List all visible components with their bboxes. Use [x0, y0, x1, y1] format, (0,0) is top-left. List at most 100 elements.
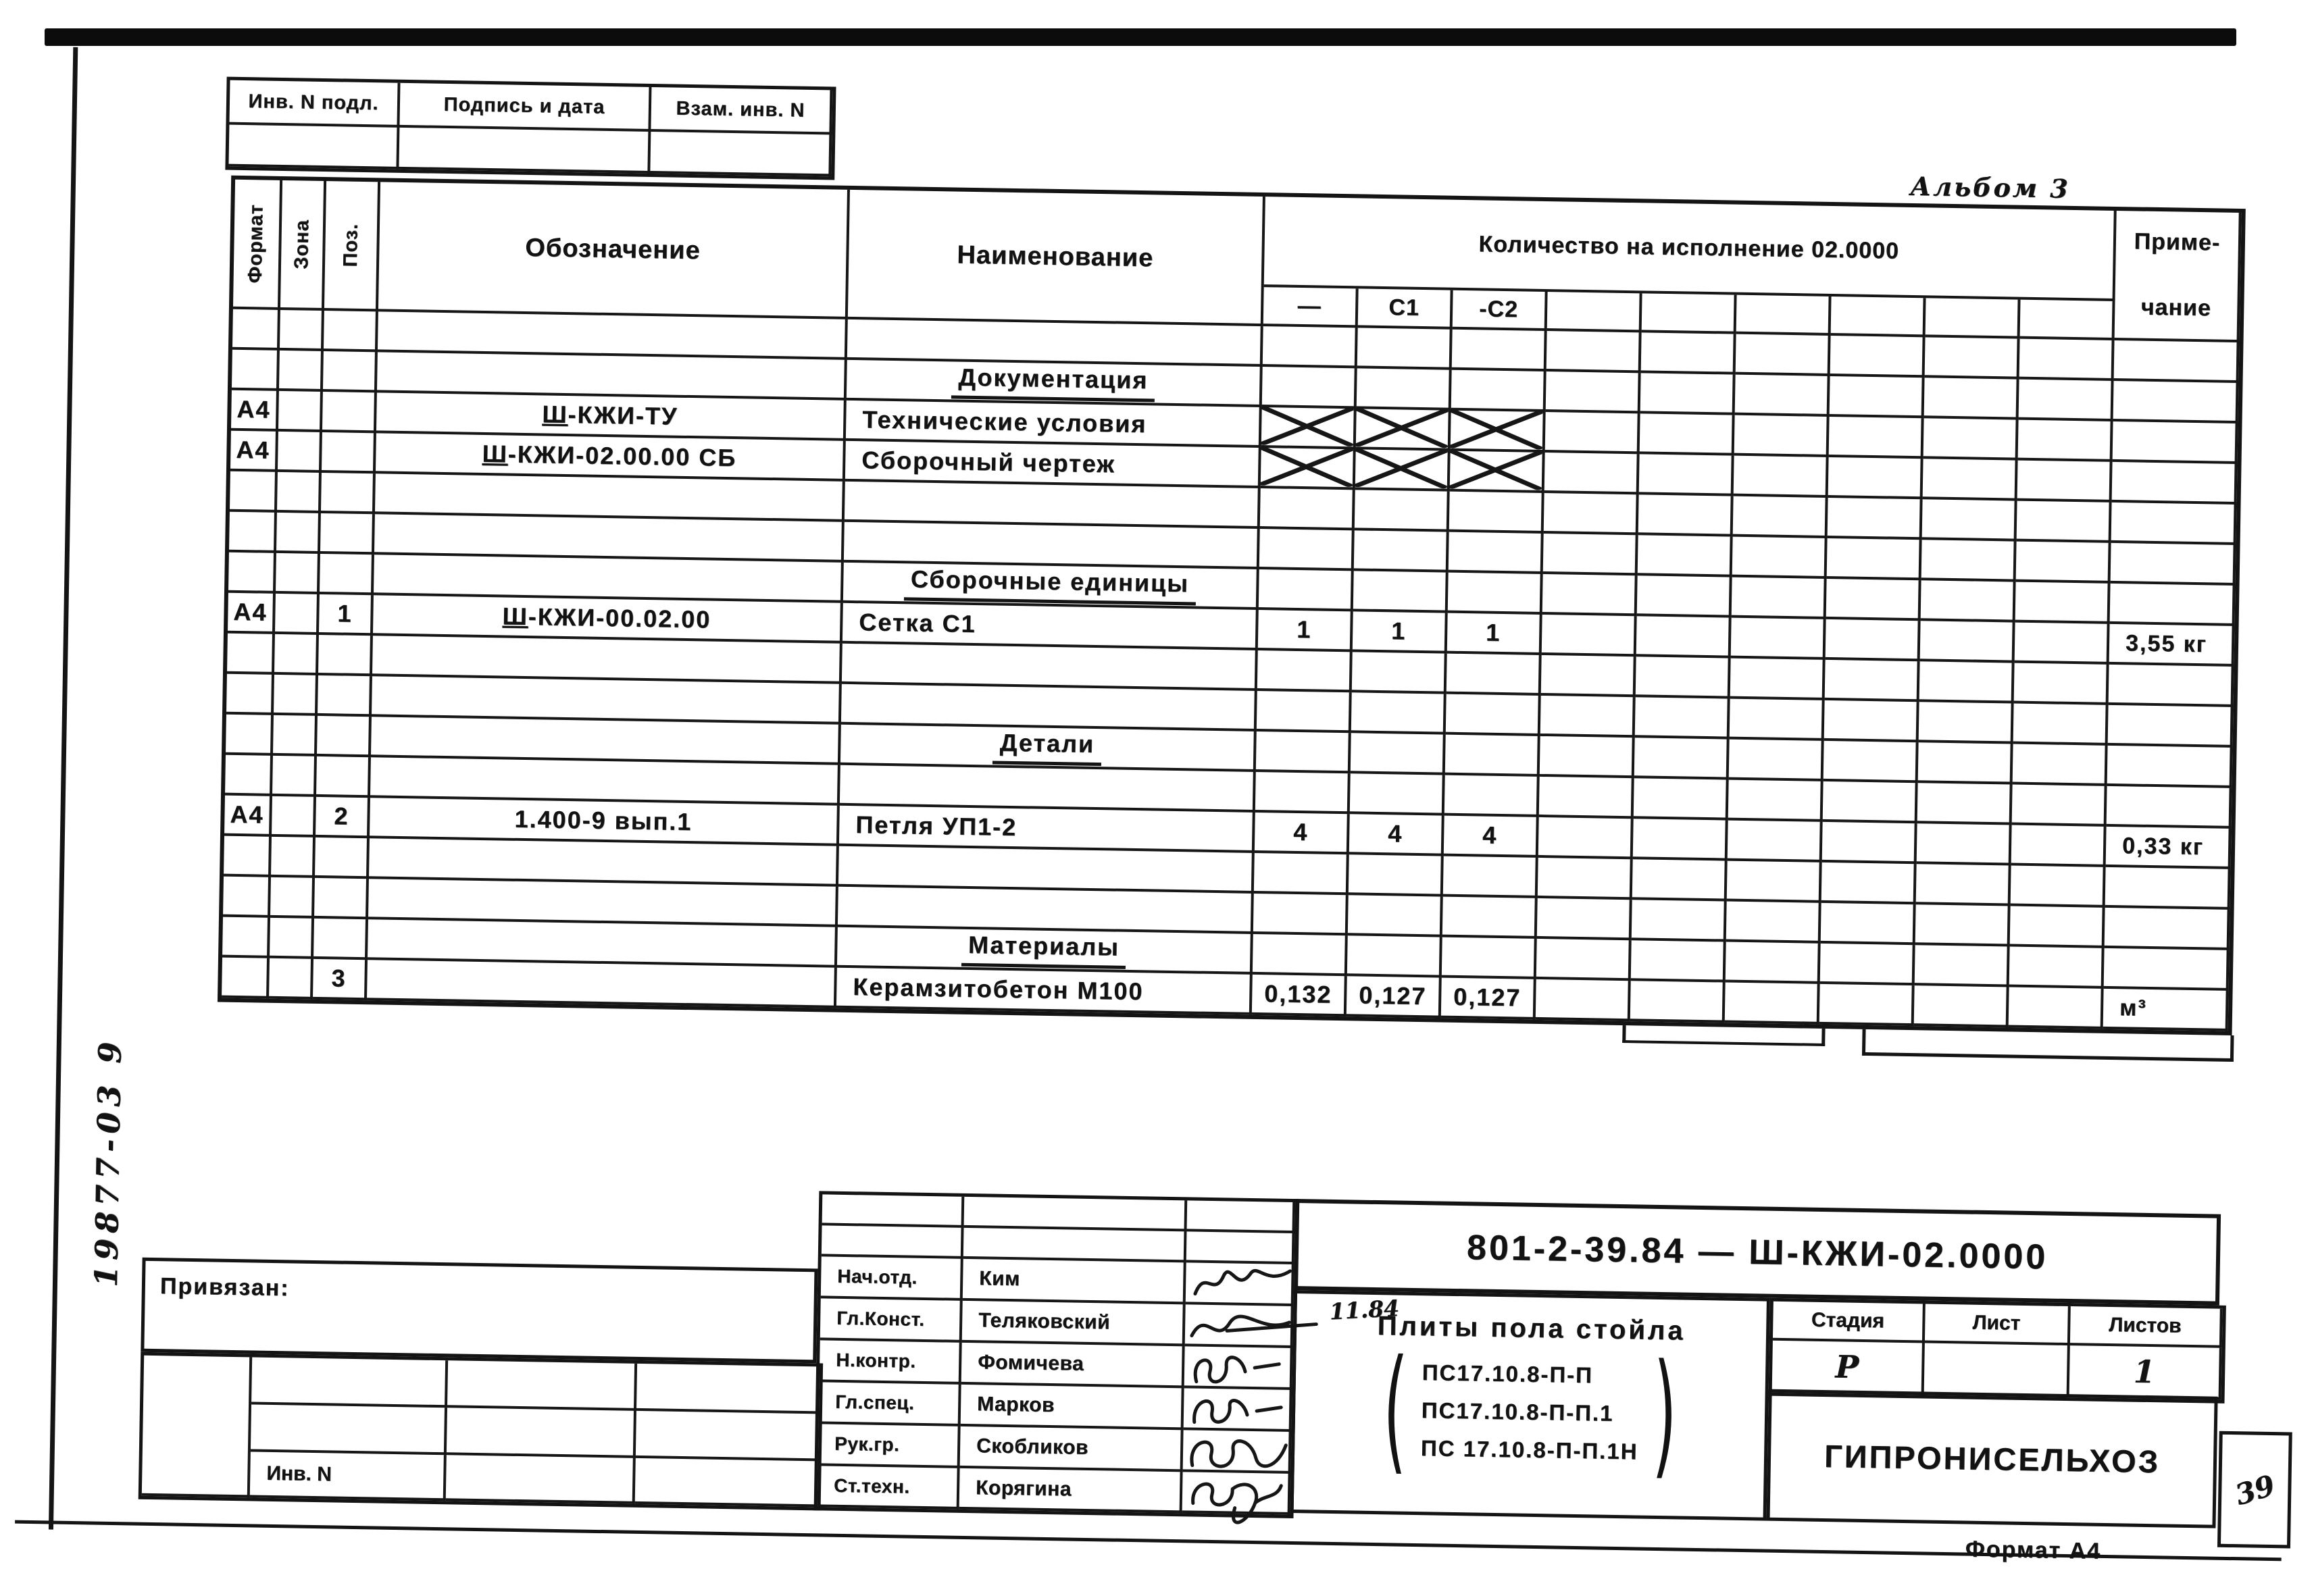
row-qty [1538, 776, 1634, 819]
row-qty [1823, 740, 1919, 783]
col-header-pos: Поз. [324, 181, 381, 312]
qty-subcol-header [1925, 298, 2021, 339]
binding-grid-cell [445, 1455, 636, 1504]
row-qty [1824, 659, 1920, 702]
row-pos [323, 311, 378, 353]
row-qty [1630, 940, 1726, 983]
row-qty [1353, 448, 1451, 492]
row-qty [1259, 488, 1355, 531]
inv-strip-label: Взам. инв. N [651, 87, 833, 135]
row-format [225, 714, 274, 756]
row-qty [1542, 533, 1638, 576]
row-note [2112, 421, 2238, 464]
row-qty [1259, 529, 1355, 571]
row-qty [1354, 490, 1450, 532]
col-header-designation: Обозначение [378, 182, 850, 319]
row-qty [1351, 652, 1447, 694]
sig-role: Нач.отд. [820, 1256, 963, 1301]
sig-role: Рук.гр. [818, 1424, 961, 1468]
row-qty [1631, 900, 1727, 942]
row-format [224, 754, 273, 796]
row-note [2108, 664, 2234, 707]
row-note [2104, 907, 2230, 950]
row-qty [1633, 778, 1729, 821]
row-qty: 4 [1349, 814, 1444, 856]
row-qty [1545, 371, 1641, 414]
row-qty [1819, 943, 1915, 986]
row-qty [1635, 657, 1731, 699]
row-qty [1922, 459, 2018, 501]
row-pos [322, 392, 377, 434]
row-qty [1447, 572, 1543, 615]
sig-empty-cell [1186, 1231, 1295, 1265]
row-note: 0,33 кг [2105, 826, 2232, 869]
organization-box: ГИПРОНИСЕЛЬХОЗ [1766, 1389, 2218, 1528]
row-pos [316, 756, 371, 798]
col-header-name: Наименование [847, 189, 1265, 327]
row-name: Документация [846, 359, 1263, 408]
page-corner-note: 39 [2231, 1468, 2279, 1512]
row-qty [1726, 860, 1822, 903]
row-note [2111, 502, 2237, 545]
row-zone [277, 431, 322, 473]
row-name: Технические условия [845, 400, 1262, 448]
row-qty [2017, 460, 2113, 503]
scan-artifact [1622, 1025, 1826, 1046]
row-qty [1542, 573, 1638, 617]
row-note [2107, 745, 2233, 788]
row-pos [313, 877, 369, 920]
row-qty [1634, 738, 1730, 780]
row-qty [2009, 946, 2105, 989]
col-header-pos-label: Поз. [339, 223, 362, 267]
row-qty [1442, 856, 1538, 898]
row-qty [1915, 864, 2011, 906]
row-pos [316, 715, 372, 758]
row-qty [2015, 582, 2111, 624]
row-qty [1262, 326, 1358, 369]
qty-subcol-header [1641, 293, 1737, 334]
row-qty [1730, 658, 1826, 700]
row-qty [1634, 697, 1730, 740]
row-qty [1732, 496, 1828, 538]
row-qty [2013, 663, 2109, 705]
row-qty [1830, 335, 1926, 378]
row-pos: 1 [318, 594, 374, 636]
row-qty [1640, 332, 1736, 375]
designation-text: Ш-КЖИ-02.00.00 СБ [482, 439, 737, 472]
cross-mark [1354, 407, 1449, 448]
row-qty [1917, 783, 2013, 825]
row-qty: 1 [1352, 611, 1448, 654]
designation-text: Ш-КЖИ-ТУ [542, 400, 678, 430]
sig-name: Скобликов [959, 1426, 1184, 1472]
row-qty [1546, 331, 1642, 374]
col-header-note: Приме- чание [2114, 210, 2242, 343]
row-qty [1724, 982, 1820, 1025]
row-qty [1728, 739, 1824, 781]
sig-name: Корягина [959, 1468, 1183, 1514]
section-title: Документация [951, 362, 1155, 402]
row-qty [1637, 535, 1733, 577]
open-brace: ( [1382, 1331, 1409, 1489]
row-zone [279, 309, 324, 352]
col-header-quantity: Количество на исполнение 02.0000 [1263, 197, 2117, 301]
row-qty [1538, 817, 1634, 860]
inv-strip-empty-cell [650, 131, 832, 177]
sig-empty-cell [963, 1196, 1188, 1232]
stage-value: Р [1771, 1340, 1925, 1395]
row-name: Сборочные единицы [842, 562, 1259, 611]
row-qty [2011, 825, 2107, 867]
row-qty [1917, 742, 2013, 785]
row-name [843, 521, 1260, 570]
row-qty [1921, 499, 2017, 542]
sig-role: Гл.спец. [818, 1382, 961, 1426]
row-qty [1259, 446, 1356, 490]
row-qty [1630, 981, 1726, 1023]
row-qty [1825, 619, 1921, 662]
signature-mark [1192, 1399, 1283, 1424]
row-format [226, 633, 275, 675]
sig-cell [1185, 1262, 1294, 1307]
row-qty [1919, 621, 2015, 663]
row-qty [1638, 454, 1734, 496]
row-qty [1638, 494, 1734, 537]
row-qty [1734, 374, 1830, 417]
